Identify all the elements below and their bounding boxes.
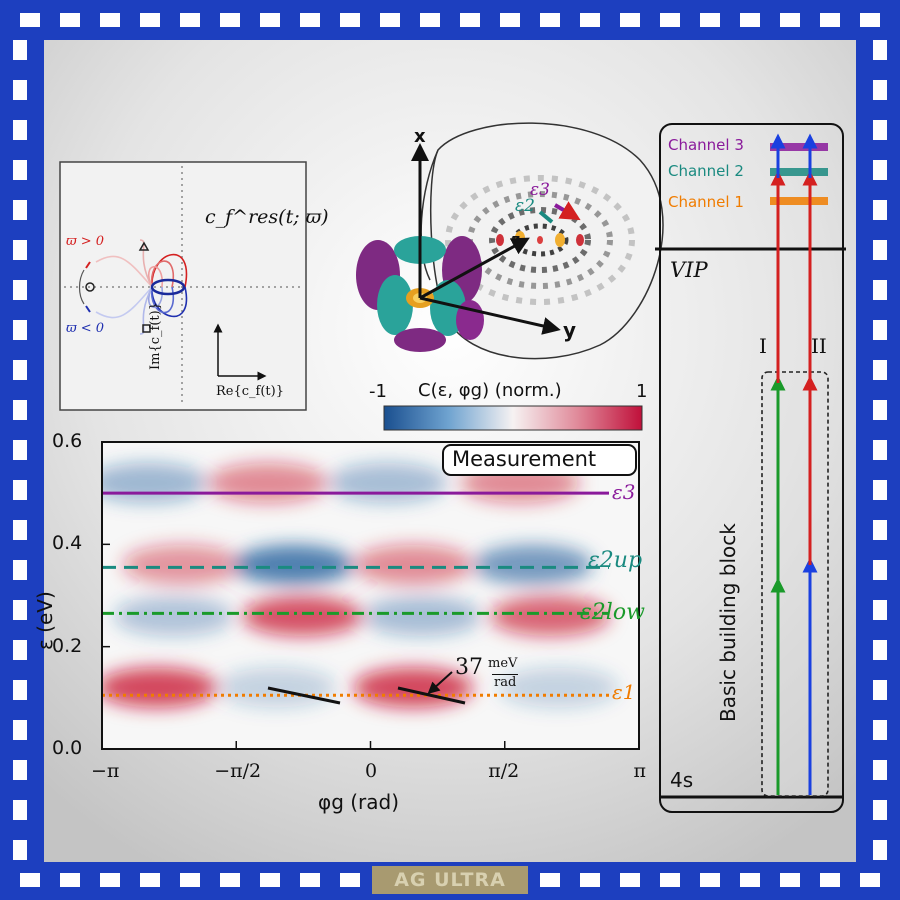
heatmap-feature	[216, 667, 337, 708]
inset-negative-label: ϖ < 0	[66, 321, 105, 336]
inset-im-label: Im{c_f(t)}	[148, 302, 163, 370]
watermark-badge: AG ULTRA	[372, 866, 528, 894]
heatmap-feature	[207, 462, 328, 503]
slope-value: 37	[455, 655, 483, 680]
building-block-label: Basic building block	[716, 523, 740, 722]
orbital-illustration	[356, 122, 664, 360]
orbital-eps3-label: ε3	[530, 180, 550, 200]
heatmap-feature	[489, 595, 610, 636]
axis-ticks	[101, 441, 640, 750]
orbital-y-axis-label: y	[563, 318, 577, 342]
channel3-bar	[770, 143, 828, 151]
eps3-line-label: ε3	[612, 480, 636, 504]
channel1-bar	[770, 197, 828, 205]
orbital-x-axis-label: x	[414, 126, 426, 147]
channel1-label: Channel 1	[668, 193, 744, 211]
heatmap-feature	[498, 667, 619, 708]
x-tick-label: π	[633, 760, 646, 782]
eps2-up-line-label: ε2up	[588, 548, 643, 573]
ground-state-label: 4s	[670, 768, 694, 792]
measurement-label-box	[442, 444, 637, 476]
heatmap-feature	[113, 595, 234, 636]
energy-lines	[102, 491, 609, 697]
y-tick-label: 0.6	[52, 430, 83, 452]
slope-arrow	[427, 671, 453, 695]
channel3-label: Channel 3	[668, 136, 744, 154]
colorbar-min-label: -1	[369, 381, 387, 402]
slope-unit-numerator: meV	[488, 656, 518, 671]
heatmap-feature	[102, 667, 217, 708]
x-tick-label: 0	[365, 760, 378, 782]
slope-segment-2	[397, 686, 466, 705]
y-tick-label: 0.0	[52, 737, 83, 759]
x-tick-label: −π/2	[214, 760, 262, 782]
orbital-z-axis-label: z	[512, 232, 521, 248]
channel2-label: Channel 2	[668, 162, 744, 180]
eps1-line-label: ε1	[612, 680, 636, 704]
x-tick-label: π/2	[488, 760, 520, 782]
vip-label: VIP	[670, 258, 708, 282]
y-tick-label: 0.2	[52, 634, 83, 657]
measurement-plot	[101, 441, 640, 750]
colorbar-max-label: 1	[636, 381, 648, 402]
heatmap-feature	[102, 462, 209, 503]
orbital-lobes	[356, 236, 484, 352]
orbital-eps2-label: ε2	[515, 196, 535, 216]
x-axis-label: φg (rad)	[318, 790, 400, 814]
frame-dashes	[13, 13, 887, 887]
channel2-bar	[770, 168, 828, 176]
inset-re-label: Re{c_f(t)}	[216, 384, 284, 399]
inset-title: c_f^res(t; ϖ)	[205, 206, 329, 228]
slope-segment-1	[267, 686, 341, 705]
inset-panel	[59, 161, 307, 411]
eps2-low-line-label: ε2low	[580, 600, 645, 625]
y-tick-label: 0.4	[52, 532, 83, 555]
heatmap-feature	[242, 595, 363, 636]
heatmap-feature	[122, 544, 243, 585]
heatmap-feature	[233, 544, 354, 585]
level-diagram	[655, 123, 846, 813]
heatmap-feature	[472, 544, 593, 585]
heatmap-feature	[353, 544, 474, 585]
measurement-label: Measurement	[452, 447, 597, 471]
x-tick-label: −π	[91, 760, 120, 782]
path-i-label: I	[759, 334, 767, 358]
colorbar	[383, 405, 643, 431]
heatmap-feature	[327, 462, 448, 503]
path-ii-label: II	[811, 334, 827, 358]
slope-unit-denominator: rad	[492, 674, 519, 690]
heatmap-feature	[361, 595, 482, 636]
building-block-box	[761, 371, 829, 797]
negative-curves	[95, 286, 188, 335]
inset-positive-label: ϖ > 0	[66, 234, 105, 249]
colorbar-title: C(ε, φg) (norm.)	[418, 380, 562, 401]
